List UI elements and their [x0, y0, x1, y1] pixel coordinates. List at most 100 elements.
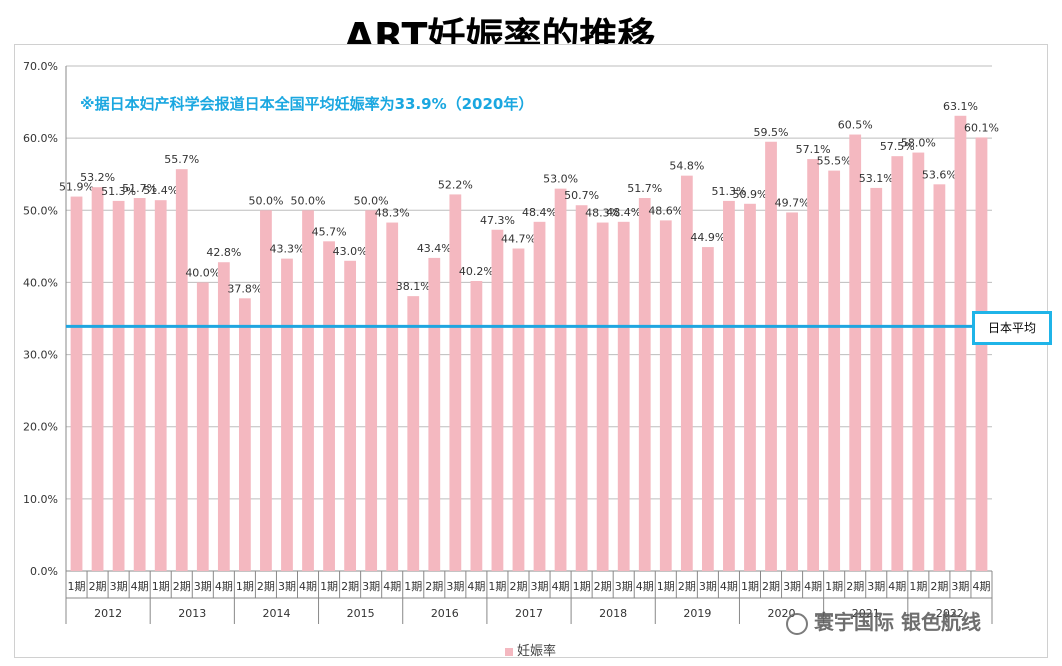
data-label: 53.2% — [80, 171, 115, 184]
x-tick-label: 1期 — [741, 580, 759, 593]
year-label: 2018 — [599, 607, 627, 620]
x-tick-label: 2期 — [173, 580, 191, 593]
bar — [828, 170, 841, 571]
legend-label: 妊娠率 — [517, 644, 557, 659]
bar — [154, 200, 167, 571]
x-tick-label: 1期 — [320, 580, 338, 593]
data-label: 49.7% — [775, 196, 810, 209]
data-label: 51.3% — [101, 185, 136, 198]
data-label: 51.9% — [59, 181, 94, 194]
year-label: 2022 — [936, 607, 964, 620]
bar — [596, 222, 609, 572]
bar — [175, 169, 188, 571]
data-label: 42.8% — [206, 246, 241, 259]
data-label: 57.5% — [880, 140, 915, 153]
year-label: 2017 — [515, 607, 543, 620]
x-tick-label: 3期 — [278, 580, 296, 593]
watermark: 寰宇国际 银色航线 — [786, 606, 981, 635]
y-tick-label: 10.0% — [23, 493, 58, 506]
x-tick-label: 4期 — [552, 580, 570, 593]
bar — [723, 200, 735, 571]
x-tick-label: 2期 — [509, 580, 527, 593]
x-tick-label: 2期 — [678, 580, 696, 593]
bar — [428, 257, 441, 571]
bar — [302, 210, 314, 572]
y-tick-label: 70.0% — [23, 60, 58, 73]
bar — [344, 260, 357, 571]
x-tick-label: 2期 — [89, 580, 107, 593]
bar — [407, 296, 420, 571]
data-label: 53.1% — [859, 172, 894, 185]
x-tick-label: 4期 — [299, 580, 317, 593]
x-tick-label: 3期 — [951, 580, 969, 593]
x-tick-label: 4期 — [972, 580, 990, 593]
bar — [91, 187, 104, 571]
x-tick-label: 3期 — [194, 580, 212, 593]
year-label: 2015 — [347, 607, 375, 620]
x-tick-label: 2期 — [257, 580, 275, 593]
year-label: 2013 — [178, 607, 206, 620]
data-label: 48.4% — [522, 206, 557, 219]
data-label: 44.7% — [501, 233, 536, 246]
data-label: 60.1% — [964, 121, 999, 134]
x-tick-label: 4期 — [888, 580, 906, 593]
data-label: 53.0% — [543, 173, 578, 186]
data-label: 50.9% — [733, 188, 768, 201]
y-tick-label: 40.0% — [23, 276, 58, 289]
year-label: 2016 — [431, 607, 459, 620]
legend: 妊娠率 — [505, 640, 556, 659]
y-tick-label: 60.0% — [23, 132, 58, 145]
x-tick-label: 1期 — [404, 580, 422, 593]
y-tick-label: 20.0% — [23, 421, 58, 434]
data-label: 48.3% — [585, 207, 620, 220]
bar — [217, 262, 230, 571]
data-label: 48.4% — [606, 206, 641, 219]
data-label: 43.0% — [333, 245, 368, 258]
x-tick-label: 3期 — [531, 580, 549, 593]
x-tick-label: 2期 — [341, 580, 359, 593]
bar — [112, 200, 125, 571]
x-tick-label: 4期 — [804, 580, 822, 593]
data-label: 58.0% — [901, 137, 936, 150]
y-tick-label: 0.0% — [30, 565, 58, 578]
average-label: 日本平均 — [972, 311, 1052, 345]
bar — [744, 203, 756, 572]
data-label: 40.2% — [459, 265, 494, 278]
data-label: 60.5% — [838, 119, 873, 132]
x-tick-label: 2期 — [762, 580, 780, 593]
x-tick-label: 1期 — [68, 580, 86, 593]
bar — [470, 280, 483, 571]
year-label: 2021 — [852, 607, 880, 620]
x-tick-label: 1期 — [236, 580, 254, 593]
data-label: 48.3% — [375, 207, 410, 220]
x-tick-label: 3期 — [867, 580, 885, 593]
data-label: 43.4% — [417, 242, 452, 255]
data-label: 52.2% — [438, 178, 473, 191]
data-label: 45.7% — [312, 225, 347, 238]
x-tick-label: 1期 — [488, 580, 506, 593]
bar — [281, 258, 293, 571]
bar — [323, 241, 335, 572]
data-label: 51.7% — [627, 182, 662, 195]
bar — [533, 221, 546, 572]
wechat-icon — [786, 612, 808, 635]
data-label: 44.9% — [690, 231, 725, 244]
data-label: 55.7% — [164, 153, 199, 166]
bar — [870, 187, 883, 571]
data-label: 63.1% — [943, 100, 978, 113]
x-tick-label: 3期 — [362, 580, 380, 593]
bar — [807, 159, 820, 572]
bar — [680, 175, 693, 571]
data-label: 50.0% — [248, 194, 283, 207]
bar — [765, 141, 777, 571]
bar — [70, 196, 83, 572]
bar — [975, 137, 988, 571]
bar — [954, 115, 967, 572]
x-tick-label: 3期 — [110, 580, 128, 593]
bar — [849, 134, 862, 572]
x-tick-label: 3期 — [446, 580, 464, 593]
x-tick-label: 2期 — [594, 580, 612, 593]
data-label: 55.5% — [817, 155, 852, 168]
x-tick-label: 1期 — [573, 580, 591, 593]
